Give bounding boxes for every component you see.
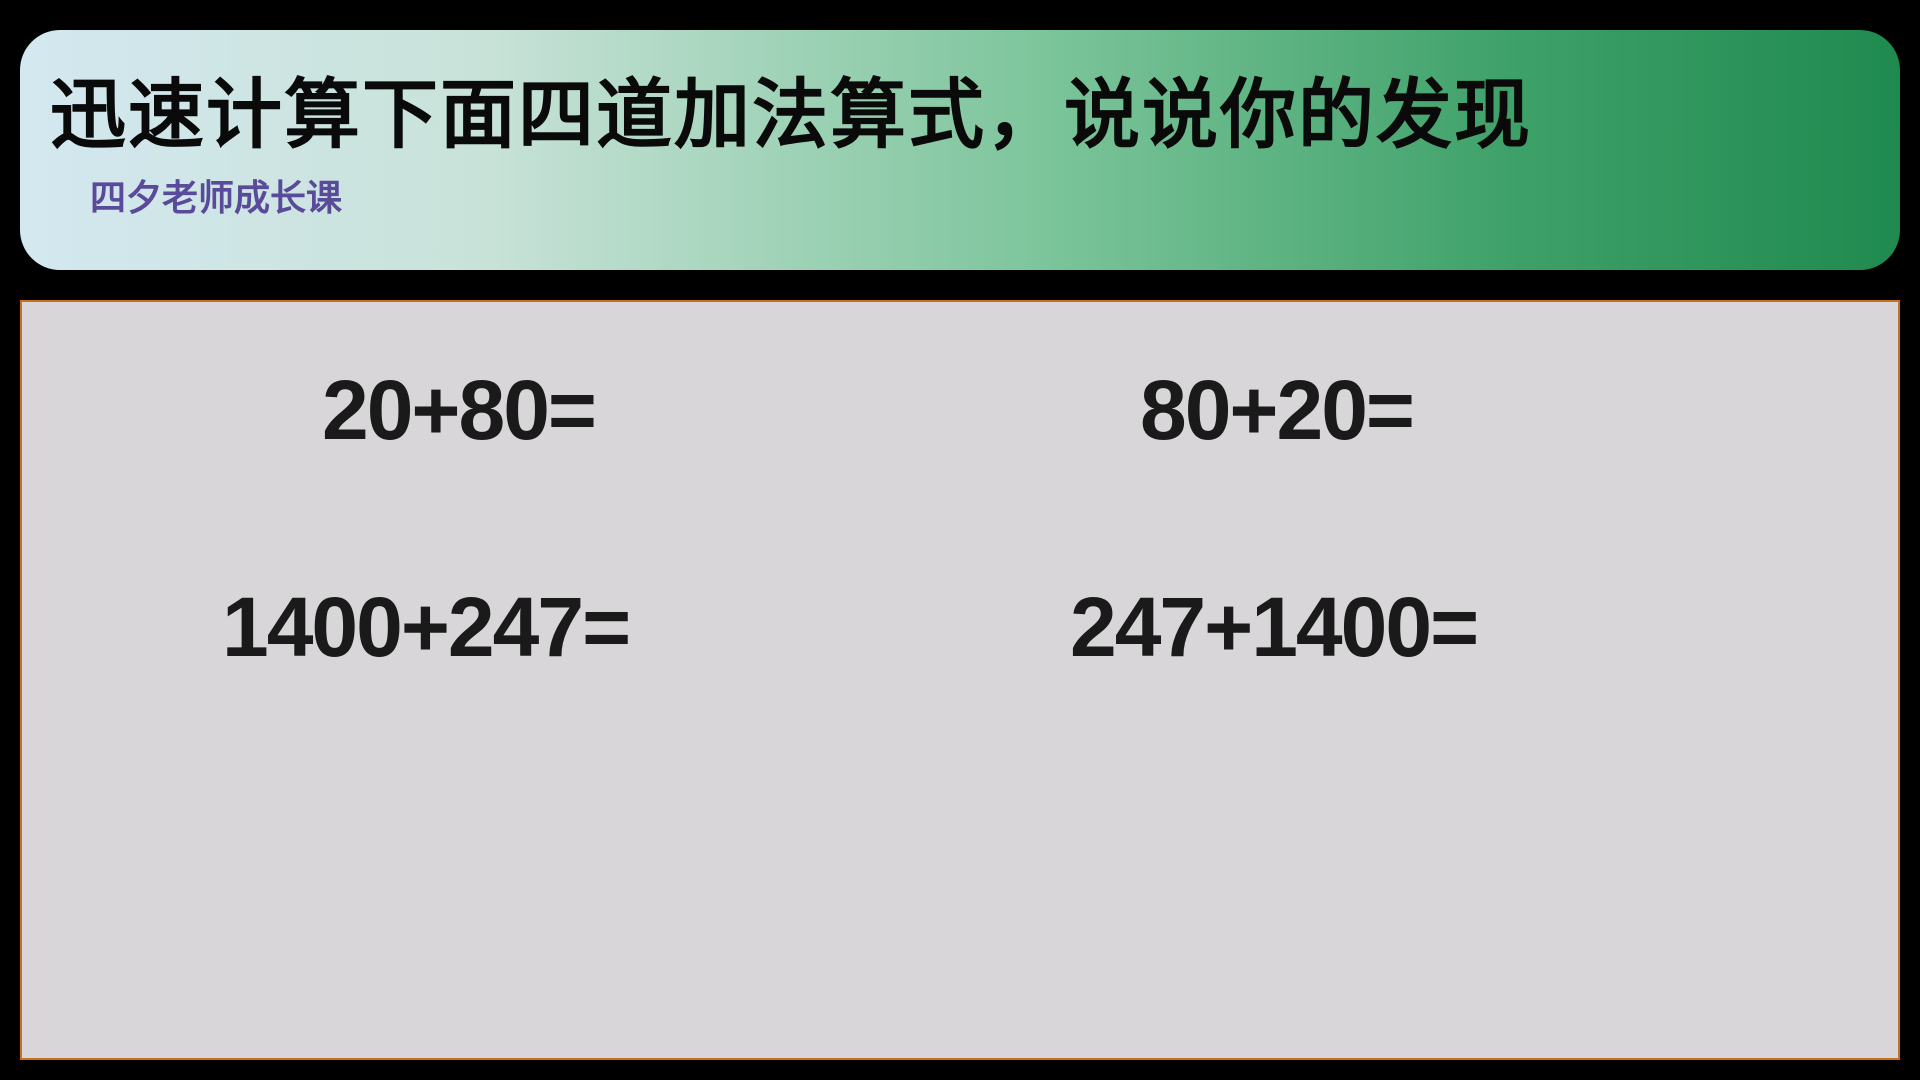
- equation-4: 247+1400=: [960, 579, 1898, 676]
- page-title: 迅速计算下面四道加法算式，说说你的发现: [50, 70, 1870, 161]
- header-banner: 迅速计算下面四道加法算式，说说你的发现 四夕老师成长课: [20, 30, 1900, 270]
- page-subtitle: 四夕老师成长课: [90, 169, 1870, 221]
- equation-3: 1400+247=: [22, 579, 960, 676]
- equation-2: 80+20=: [960, 362, 1898, 459]
- equation-1: 20+80=: [22, 362, 960, 459]
- content-panel: 20+80= 80+20= 1400+247= 247+1400=: [20, 300, 1900, 1060]
- equations-grid: 20+80= 80+20= 1400+247= 247+1400=: [22, 362, 1898, 676]
